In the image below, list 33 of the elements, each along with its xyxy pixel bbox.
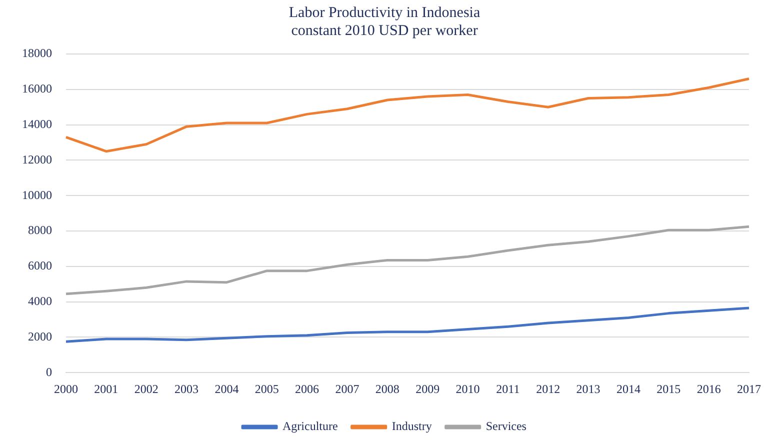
x-tick-label: 2003 [174,382,199,396]
legend-label: Agriculture [282,419,338,434]
x-tick-label: 2008 [375,382,400,396]
y-tick-label: 8000 [28,223,52,238]
text: Labor Productivity in Indonesia [288,4,480,21]
y-tick-label: 4000 [28,294,52,308]
y-tick-label: 0 [46,364,52,379]
y-tick-label: 10000 [22,188,52,202]
x-tick-label: 2017 [737,382,761,396]
x-tick-label: 2014 [616,382,640,396]
x-tick-label: 2012 [536,382,560,396]
x-tick-label: 2015 [656,382,681,396]
x-tick-label: 2004 [214,382,239,396]
x-tick-label: 2000 [54,382,78,396]
y-tick-label: 12000 [22,152,52,166]
y-tick-label: 14000 [22,116,52,131]
y-tick-label: 16000 [22,82,52,96]
x-tick-label: 2009 [416,382,440,396]
x-tick-label: 2016 [696,382,721,396]
legend-label: Services [486,419,527,434]
legend-label: Industry [392,419,432,434]
x-tick-label: 2002 [134,382,158,396]
y-tick-label: 2000 [28,329,52,344]
x-tick-label: 2011 [496,382,520,396]
x-tick-label: 2013 [576,382,600,396]
text: constant 2010 USD per worker [291,22,478,39]
y-tick-label: 18000 [22,46,52,60]
x-tick-label: 2010 [456,382,480,396]
y-tick-label: 6000 [28,258,52,273]
x-tick-label: 2005 [254,382,279,396]
x-tick-label: 2007 [335,382,360,396]
x-tick-label: 2001 [94,382,118,396]
x-tick-label: 2006 [295,382,320,396]
